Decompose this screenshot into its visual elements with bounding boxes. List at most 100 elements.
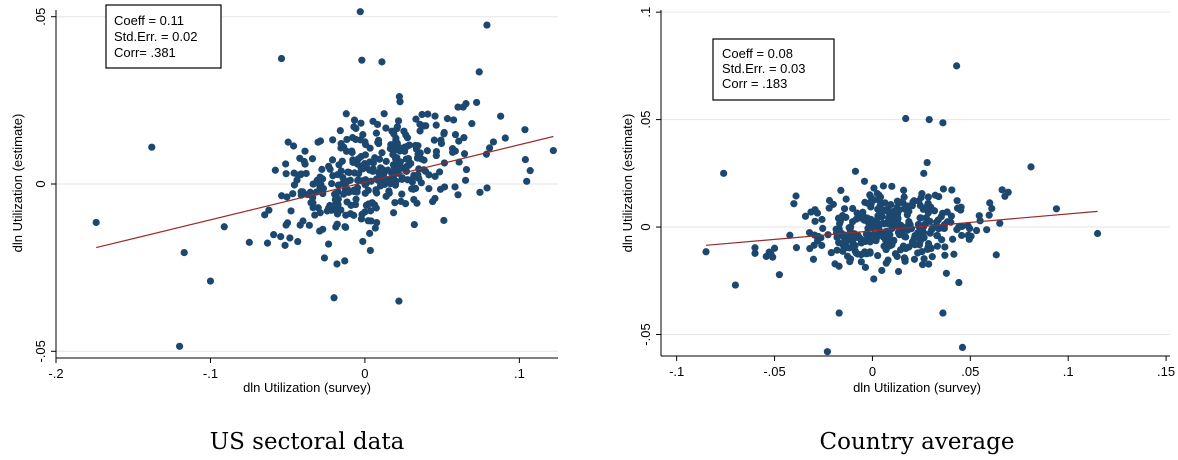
left-scatter-point [356, 8, 364, 16]
left-scatter-point [389, 161, 398, 169]
right-scatter-point [811, 217, 819, 225]
right-scatter-point [905, 218, 913, 226]
right-scatter-point [888, 182, 896, 190]
left-x-tick-label: -.1 [203, 366, 218, 381]
left-scatter-point [374, 168, 383, 177]
right-stats-box [712, 38, 835, 101]
left-scatter-point [366, 229, 374, 237]
left-scatter-point [286, 234, 294, 242]
right-scatter-point [836, 219, 844, 228]
right-scatter-point [805, 229, 814, 237]
right-x-tick-label: -.1 [669, 364, 684, 379]
left-scatter-point [382, 192, 390, 200]
left-scatter-point [341, 223, 349, 231]
right-scatter-point [1027, 163, 1035, 171]
right-scatter-point [901, 205, 910, 213]
right-scatter-point [775, 271, 783, 279]
left-scatter-point [415, 174, 423, 183]
right-scatter-point [941, 243, 949, 251]
left-scatter-point [357, 119, 365, 127]
left-stats-box [105, 4, 222, 69]
left-scatter-point [521, 126, 529, 134]
left-stat-stderr: Std.Err. = 0.02 [114, 29, 197, 44]
right-scatter-point [818, 215, 826, 224]
right-scatter-point [988, 204, 996, 213]
right-x-tick-label: -.05 [763, 364, 785, 379]
left-scatter-point [277, 233, 285, 241]
left-scatter-point [180, 248, 188, 257]
right-scatter-point [867, 194, 875, 202]
left-scatter-point [294, 237, 302, 246]
right-scatter-point [923, 158, 931, 167]
right-scatter-point [862, 230, 870, 238]
left-scatter-point [425, 171, 433, 179]
left-scatter-point [301, 147, 309, 155]
left-scatter-point [320, 254, 329, 262]
right-scatter-point [927, 203, 935, 211]
right-scatter-point [998, 186, 1006, 194]
left-scatter-point [403, 134, 412, 142]
right-scatter-point [955, 278, 963, 287]
right-scatter-point [751, 244, 759, 252]
right-scatter-point [867, 215, 875, 223]
right-x-tick-label: .15 [1157, 364, 1175, 379]
left-x-tick-label: .1 [514, 366, 525, 381]
left-y-tick-label: 0 [33, 180, 48, 187]
right-scatter-point [953, 226, 961, 234]
right-scatter-point [874, 251, 882, 260]
right-scatter-point [924, 193, 932, 201]
left-scatter-point [358, 56, 366, 64]
right-scatter-point [902, 114, 910, 123]
right-scatter-point [883, 233, 892, 242]
right-scatter-point [895, 231, 904, 239]
left-scatter-point [461, 176, 470, 184]
left-scatter-point [497, 112, 505, 120]
right-scatter-point [870, 275, 878, 283]
right-scatter-point [765, 248, 773, 256]
right-scatter-point [849, 204, 857, 213]
left-scatter-point [324, 204, 333, 212]
left-scatter-point [282, 170, 290, 178]
left-scatter-point [361, 138, 369, 146]
left-scatter-point [393, 139, 401, 148]
left-scatter-point [263, 239, 272, 247]
left-scatter-point [391, 199, 399, 207]
right-stat-coeff: Coeff = 0.08 [722, 46, 793, 61]
left-scatter-point [325, 162, 333, 170]
left-scatter-point [282, 160, 290, 168]
left-scatter-point [337, 144, 345, 152]
left-scatter-point [451, 147, 459, 155]
left-scatter-point [354, 170, 363, 178]
left-scatter-point [432, 121, 440, 129]
left-scatter-point [361, 208, 369, 216]
left-scatter-point [344, 168, 352, 176]
left-scatter-point [501, 134, 509, 142]
right-scatter-point [957, 203, 965, 211]
left-scatter-point [311, 211, 319, 219]
left-scatter-point [418, 110, 426, 119]
left-scatter-point [366, 207, 375, 215]
right-scatter-point [892, 222, 901, 230]
right-scatter-point [835, 309, 843, 317]
left-scatter-point [287, 207, 295, 215]
left-scatter-point [485, 144, 494, 152]
right-scatter-point [880, 206, 888, 214]
left-scatter-point [462, 100, 470, 108]
right-scatter-point [866, 238, 874, 246]
right-scatter-point [918, 261, 927, 269]
left-chart: -.05 0 .05 -.2 -.1 0 .1 Coeff = 0.11 Std.Err.… [10, 4, 558, 455]
left-scatter-point [440, 130, 448, 138]
right-scatter-point [866, 249, 874, 257]
left-scatter-point [398, 190, 406, 198]
right-points [702, 62, 1102, 356]
right-x-ticks: -.1 -.05 0 .05 .1 .15 [669, 356, 1175, 379]
left-scatter-point [483, 184, 491, 192]
right-scatter-point [950, 250, 958, 258]
right-scatter-point [927, 226, 936, 234]
left-scatter-point [352, 124, 360, 133]
right-scatter-point [870, 184, 878, 192]
left-scatter-point [451, 131, 460, 139]
left-scatter-point [407, 176, 415, 184]
right-fit-line [705, 210, 1098, 246]
right-scatter-point [900, 193, 908, 201]
